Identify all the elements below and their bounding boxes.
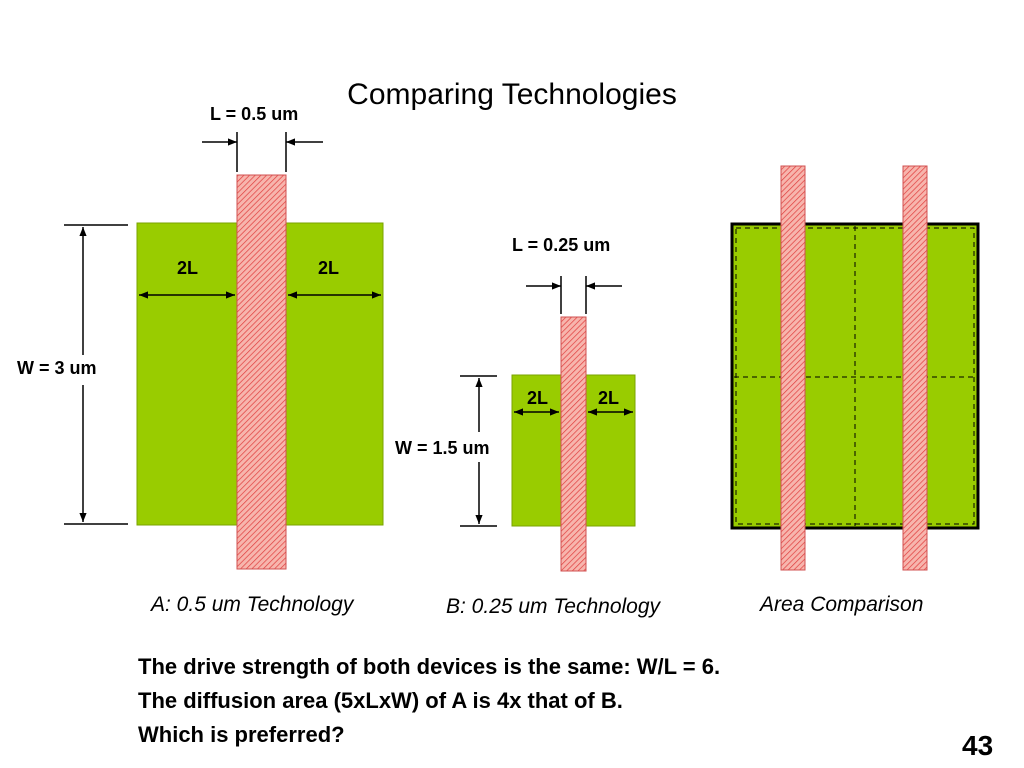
notes-block: The drive strength of both devices is th… [138,650,720,752]
device-b-right-spacing-label: 2L [598,388,620,408]
comparison-gate-left [780,165,806,571]
page-number: 43 [962,730,994,761]
note-line-3: Which is preferred? [138,722,345,747]
comparison-gate-right [902,165,928,571]
area-comparison-caption: Area Comparison [760,593,924,616]
comparison-dash-inner-border [735,227,975,525]
device-a-width-label: W = 3 um [17,358,97,378]
slide-title: Comparing Technologies [347,78,677,111]
device-a-right-spacing-label: 2L [318,258,340,278]
note-line-1: The drive strength of both devices is th… [138,654,721,679]
device-b-width-label: W = 1.5 um [395,438,490,458]
device-a-gate-length-label: L = 0.5 um [210,104,299,124]
device-a-gate [236,174,287,570]
device-b-caption: B: 0.25 um Technology [446,595,661,618]
device-a-left-spacing-label: 2L [177,258,199,278]
area-comparison [730,165,980,571]
device-a [64,132,384,570]
note-line-2: The diffusion area (5xLxW) of A is 4x th… [138,688,623,713]
device-b-left-spacing-label: 2L [527,388,549,408]
device-b-gate [560,316,587,572]
device-a-caption: A: 0.5 um Technology [151,593,354,616]
device-b-gate-length-label: L = 0.25 um [512,235,611,255]
device-b [460,276,636,572]
